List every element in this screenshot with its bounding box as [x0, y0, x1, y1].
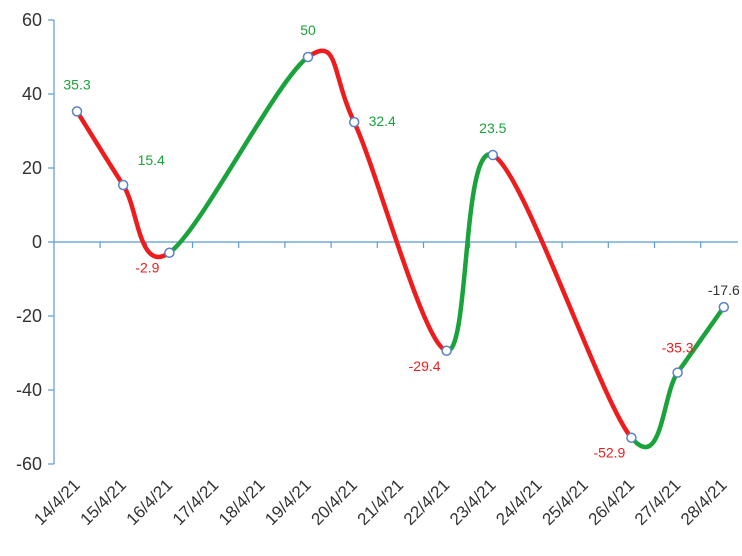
- data-point-marker: [302, 51, 314, 63]
- data-point-marker: [672, 367, 683, 378]
- data-label: 32.4: [369, 113, 396, 129]
- line-segment-falling: [305, 48, 357, 125]
- data-point-marker: [626, 432, 637, 443]
- data-point-marker: [441, 345, 452, 357]
- data-point-marker: [117, 179, 129, 191]
- x-tick-label: 24/4/21: [492, 475, 546, 529]
- data-label: -29.4: [409, 358, 441, 374]
- y-tick-label: -40: [16, 380, 42, 400]
- y-tick-label: -20: [16, 306, 42, 326]
- x-tick-label: 25/4/21: [538, 475, 592, 529]
- data-point-marker: [718, 301, 730, 313]
- data-label: 35.3: [63, 76, 90, 92]
- data-point-marker: [348, 116, 360, 128]
- data-point-marker: [71, 106, 83, 117]
- data-label: 15.4: [138, 152, 165, 168]
- x-tick-label: 23/4/21: [446, 475, 500, 529]
- y-tick-label: 40: [22, 84, 42, 104]
- line-segment-falling: [351, 119, 449, 354]
- data-label: -35.3: [662, 340, 694, 356]
- line-segment-falling: [120, 182, 172, 260]
- y-tick-label: 0: [32, 232, 42, 252]
- x-tick-label: 28/4/21: [677, 475, 731, 529]
- line-segment-rising: [629, 370, 680, 450]
- x-tick-label: 27/4/21: [631, 475, 685, 529]
- data-label: 50: [300, 22, 316, 38]
- line-segment-rising: [167, 54, 311, 255]
- x-tick-label: 14/4/21: [30, 475, 84, 529]
- data-label: -52.9: [593, 445, 625, 461]
- data-label: -2.9: [135, 260, 159, 276]
- data-point-marker: [487, 149, 499, 161]
- data-label: -17.6: [708, 282, 740, 298]
- x-tick-label: 16/4/21: [123, 475, 177, 529]
- x-tick-label: 21/4/21: [354, 475, 408, 529]
- x-tick-label: 22/4/21: [400, 475, 454, 529]
- x-tick-label: 18/4/21: [215, 475, 269, 529]
- y-tick-label: 20: [22, 158, 42, 178]
- data-label: 23.5: [479, 120, 506, 136]
- y-tick-label: 60: [22, 10, 42, 30]
- x-tick-label: 19/4/21: [261, 475, 315, 529]
- x-tick-label: 20/4/21: [307, 475, 361, 529]
- line-segment-falling: [490, 152, 634, 440]
- line-segment-rising: [444, 152, 496, 354]
- x-tick-label: 15/4/21: [76, 475, 130, 529]
- line-segment-falling: [74, 109, 126, 188]
- data-point-marker: [164, 247, 175, 258]
- x-tick-label: 17/4/21: [169, 475, 223, 529]
- y-tick-label: -60: [16, 454, 42, 474]
- x-tick-label: 26/4/21: [585, 475, 639, 529]
